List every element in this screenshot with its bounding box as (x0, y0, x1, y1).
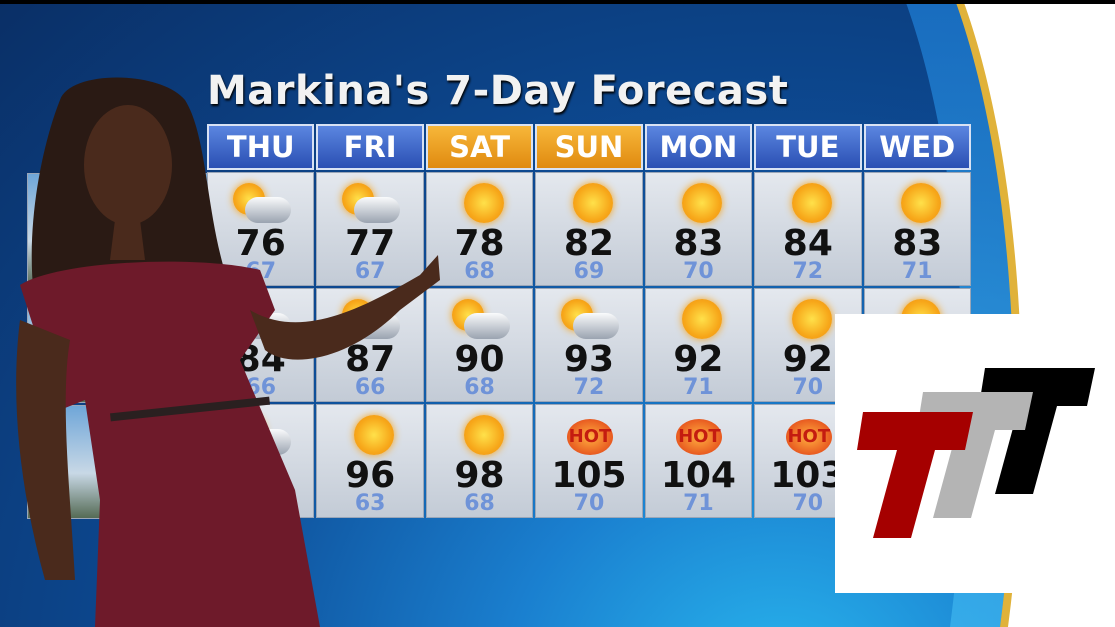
high-temp: 90 (454, 339, 505, 380)
day-header-sun: SUN (535, 124, 643, 170)
high-temp: 77 (345, 223, 396, 264)
low-temp: 72 (573, 375, 605, 400)
high-temp: 78 (454, 223, 505, 264)
low-temp: 68 (464, 375, 495, 400)
partly-cloudy-icon (450, 299, 510, 349)
forecast-cell: 84 72 (754, 172, 862, 286)
high-temp: 82 (563, 223, 615, 264)
forecast-cell: HOT 104 71 (644, 404, 753, 518)
forecast-cell: 77 67 (316, 172, 424, 286)
high-temp: 87 (345, 339, 396, 380)
forecast-week-row: 76 67 77 67 78 68 82 69 83 70 84 72 83 71 (207, 172, 971, 286)
day-header-row: THU FRI SAT SUN MON TUE WED (207, 124, 971, 170)
hot-label: HOT (566, 419, 613, 455)
low-temp: 72 (792, 259, 824, 284)
low-temp: 68 (464, 491, 495, 516)
low-temp: 70 (573, 491, 605, 516)
forecast-cell: 96 63 (316, 404, 424, 518)
forecast-cell: HOT 105 70 (535, 404, 643, 518)
sunny-icon (450, 415, 510, 465)
partly-cloudy-icon (231, 183, 291, 233)
forecast-cell: 82 69 (535, 172, 643, 286)
high-temp: 103 (770, 455, 846, 496)
forecast-cell: 98 68 (425, 404, 534, 518)
high-temp: 93 (563, 339, 615, 380)
sunny-icon (668, 299, 728, 349)
low-temp: 67 (354, 259, 386, 284)
low-temp: 68 (464, 259, 495, 284)
partly-cloudy-icon (559, 299, 619, 349)
day-header-fri: FRI (316, 124, 424, 170)
forecast-cell: 78 68 (425, 172, 534, 286)
high-temp: 92 (782, 339, 833, 380)
hot-label: HOT (676, 419, 723, 455)
high-temp: 96 (345, 455, 396, 496)
sunny-icon (340, 415, 400, 465)
day-header-sat: SAT (425, 124, 534, 170)
low-temp: 63 (354, 491, 386, 516)
ttt-logo-icon (857, 368, 1095, 538)
forecast-cell: 93 72 (535, 288, 643, 402)
high-temp: 98 (454, 455, 505, 496)
day-header-mon: MON (644, 124, 753, 170)
low-temp: 70 (683, 259, 714, 284)
sunny-icon (778, 299, 838, 349)
sunny-icon (887, 183, 947, 233)
sunny-icon (668, 183, 728, 233)
low-temp: 70 (792, 375, 824, 400)
top-border (0, 0, 1115, 4)
forecast-cell: 92 71 (644, 288, 753, 402)
hot-label: HOT (785, 419, 832, 455)
low-temp: 69 (573, 259, 605, 284)
hot-icon: HOT (559, 415, 619, 465)
hot-icon: HOT (668, 415, 728, 465)
high-temp: 84 (782, 223, 833, 264)
high-temp: 83 (892, 223, 943, 264)
channel-logo (835, 314, 1115, 593)
day-header-thu: THU (207, 124, 315, 170)
forecast-cell: 83 70 (644, 172, 753, 286)
high-temp: 76 (235, 223, 286, 264)
high-temp: 92 (673, 339, 724, 380)
day-header-tue: TUE (754, 124, 862, 170)
high-temp: 104 (660, 455, 736, 496)
high-temp: 105 (551, 455, 627, 496)
low-temp: 66 (354, 375, 386, 400)
meteorologist-presenter (16, 77, 440, 627)
hot-icon: HOT (778, 415, 838, 465)
high-temp: 83 (673, 223, 724, 264)
low-temp: 71 (683, 375, 714, 400)
forecast-cell: 90 68 (425, 288, 534, 402)
low-temp: 70 (792, 491, 824, 516)
partly-cloudy-icon (340, 183, 401, 233)
day-header-wed: WED (863, 124, 971, 170)
low-temp: 71 (683, 491, 714, 516)
forecast-title: Markina's 7-Day Forecast (207, 68, 789, 114)
sunny-icon (559, 183, 619, 233)
sunny-icon (450, 183, 510, 233)
low-temp: 71 (901, 259, 933, 284)
sunny-icon (778, 183, 838, 233)
forecast-cell: 83 71 (863, 172, 971, 286)
